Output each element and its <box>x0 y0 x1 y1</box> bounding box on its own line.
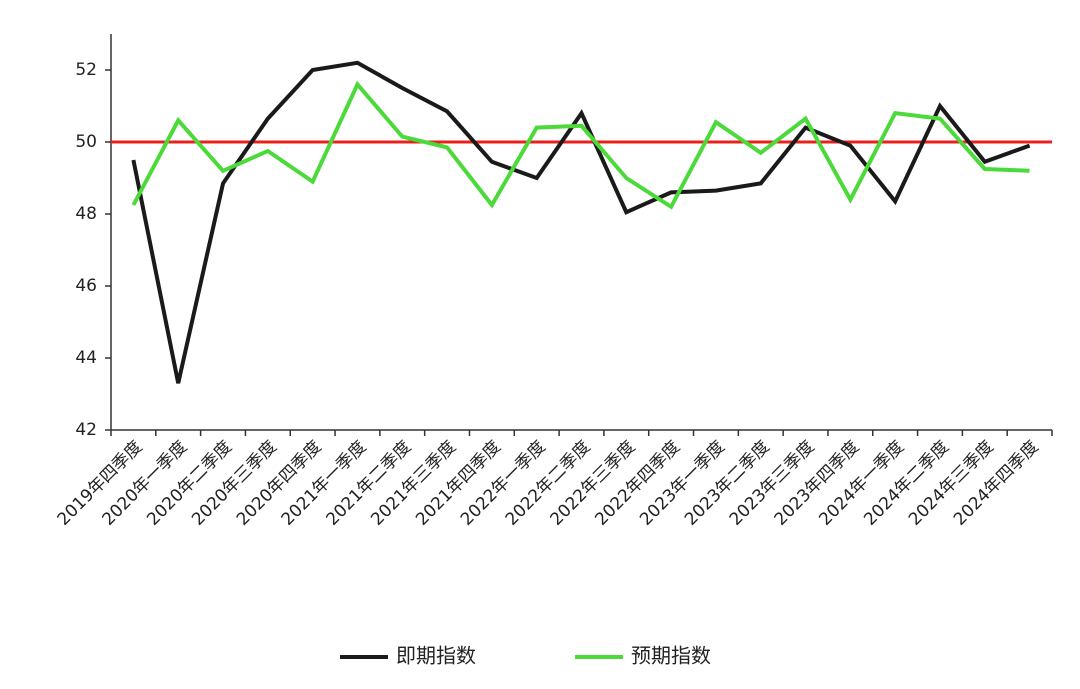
legend-label: 即期指数 <box>396 644 476 668</box>
series-line <box>131 80 1030 210</box>
series-line <box>131 60 1031 384</box>
y-tick-label: 44 <box>75 348 97 368</box>
y-tick-label: 46 <box>75 276 97 296</box>
y-tick-label: 50 <box>75 132 97 152</box>
y-tick-label: 42 <box>75 420 97 440</box>
legend-label: 预期指数 <box>631 644 711 668</box>
y-tick-label: 48 <box>75 204 97 224</box>
y-tick-label: 52 <box>75 60 97 80</box>
